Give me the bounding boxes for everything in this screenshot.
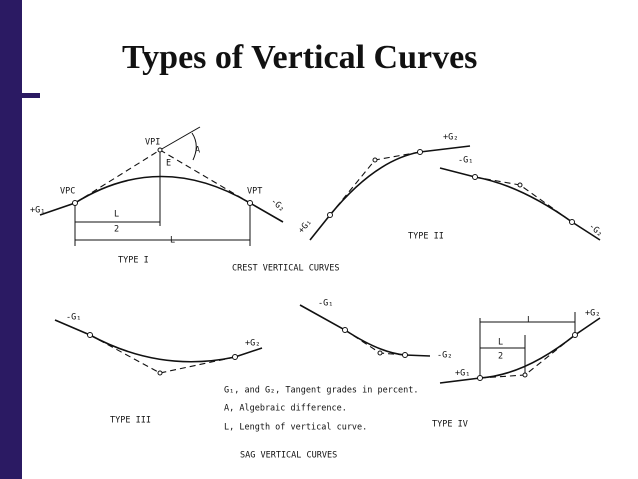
label: 2 bbox=[114, 225, 119, 235]
label: -G₂ bbox=[437, 351, 452, 361]
label: +G₂ bbox=[443, 133, 458, 143]
label: +G₁ bbox=[297, 217, 315, 235]
label: 2 bbox=[498, 352, 503, 362]
title: Types of Vertical Curves bbox=[122, 39, 477, 76]
label: L bbox=[527, 316, 532, 326]
label: +G₁ bbox=[455, 369, 470, 379]
legend-item: A, Algebraic difference. bbox=[224, 404, 347, 414]
caption: SAG VERTICAL CURVES bbox=[240, 451, 337, 461]
label: VPI bbox=[145, 138, 160, 148]
label: E bbox=[166, 159, 171, 169]
legend-item: L, Length of vertical curve. bbox=[224, 423, 367, 433]
legend-item: G₁, and G₂, Tangent grades in percent. bbox=[224, 386, 418, 396]
label: -G₂ bbox=[586, 222, 604, 240]
label: +G₂ bbox=[245, 339, 260, 349]
accent bbox=[18, 93, 40, 98]
label: VPT bbox=[247, 187, 262, 197]
side-bar bbox=[0, 0, 22, 479]
caption: CREST VERTICAL CURVES bbox=[232, 264, 339, 274]
type-label: TYPE IV bbox=[432, 420, 468, 430]
label: A bbox=[195, 146, 200, 156]
label: -G₁ bbox=[66, 313, 81, 323]
label: L bbox=[114, 210, 119, 220]
label: -G₂ bbox=[268, 197, 286, 215]
label: +G₁ bbox=[30, 206, 45, 216]
label: VPC bbox=[60, 187, 75, 197]
type-label: TYPE II bbox=[408, 232, 444, 242]
type-label: TYPE I bbox=[118, 256, 149, 266]
label: L bbox=[498, 338, 503, 348]
diagram bbox=[39, 126, 601, 384]
label: L bbox=[170, 236, 175, 246]
label: -G₁ bbox=[458, 156, 473, 166]
type-label: TYPE III bbox=[110, 416, 151, 426]
label: -G₁ bbox=[318, 299, 333, 309]
label: +G₂ bbox=[585, 309, 600, 319]
